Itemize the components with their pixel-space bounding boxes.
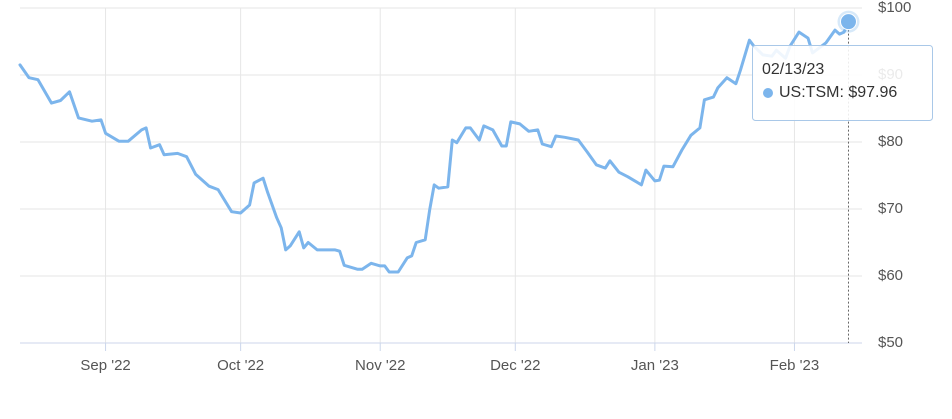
y-tick-label: $70 [878,200,903,217]
x-tick-label: Oct '22 [217,357,264,374]
tooltip-date: 02/13/23 [762,61,824,78]
tooltip: 02/13/23 US:TSM: $97.96 [752,45,933,121]
x-tick-label: Dec '22 [490,357,540,374]
y-tick-label: $60 [878,267,903,284]
hover-point [839,13,857,31]
tooltip-box [752,45,933,121]
tooltip-marker [763,88,773,98]
x-tick-label: Nov '22 [355,357,405,374]
y-tick-label: $80 [878,133,903,150]
x-tick-label: Feb '23 [770,357,820,374]
y-tick-label: $50 [878,334,903,351]
x-tick-label: Jan '23 [631,357,679,374]
price-line [18,20,850,274]
x-tick-label: Sep '22 [80,357,130,374]
tooltip-value: US:TSM: $97.96 [779,84,897,101]
y-tick-label: $100 [878,0,911,16]
